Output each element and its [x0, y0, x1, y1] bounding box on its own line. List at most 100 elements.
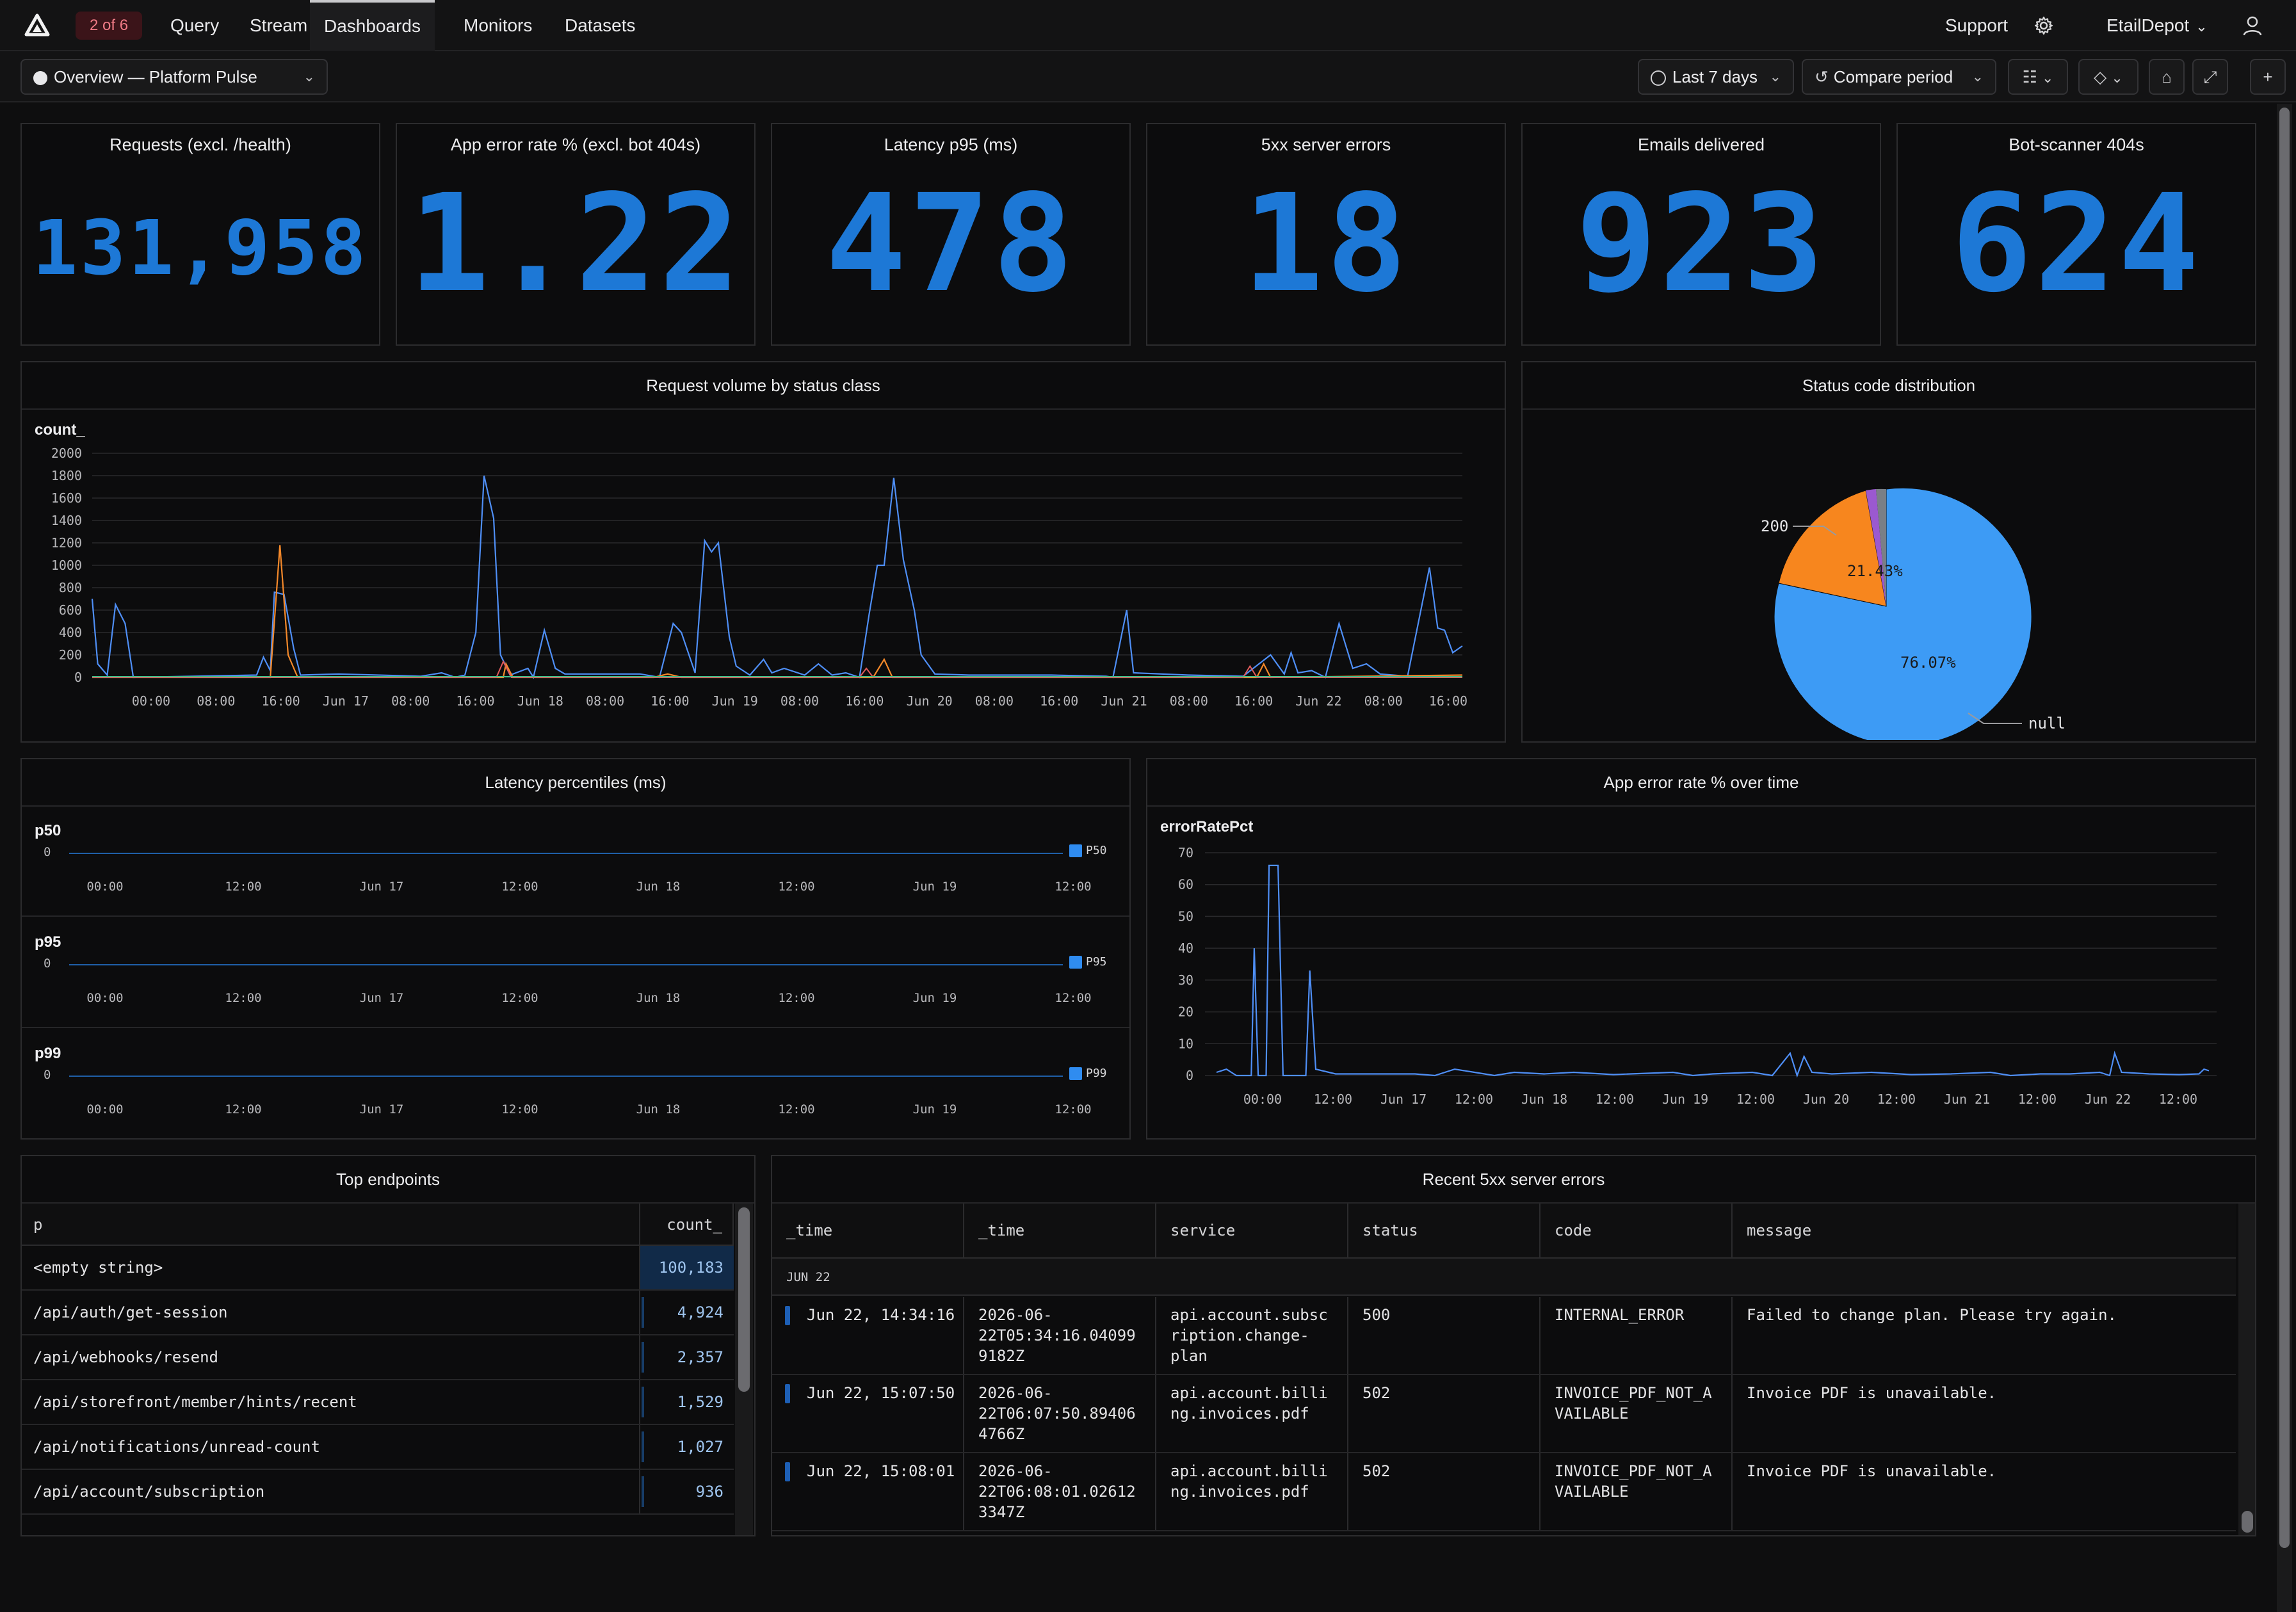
y-axis-label: errorRatePct	[1160, 818, 1254, 835]
y-tick-label: 40	[1178, 940, 1193, 956]
x-tick-label: 08:00	[780, 693, 819, 709]
expand-button[interactable]: ⤢	[2192, 59, 2228, 95]
stat-title: Latency p95 (ms)	[884, 135, 1018, 154]
support-link[interactable]: Support	[1945, 15, 2009, 35]
status-pie-chart[interactable]: 21.43% 76.07% 200 null	[1523, 410, 2255, 740]
table-header: _time _time service status code message	[772, 1204, 2236, 1259]
cell-line: ng.invoices.pdf	[1170, 1483, 1309, 1501]
x-tick-label: 12:00	[501, 880, 538, 894]
table-scrollbar-thumb[interactable]	[738, 1207, 750, 1392]
x-tick-label: 12:00	[778, 991, 815, 1005]
dashboard-selector[interactable]: Overview — Platform Pulse ⌄	[20, 59, 328, 95]
error-rate-panel: App error rate % over time errorRatePct …	[1146, 758, 2256, 1140]
page-counter-badge[interactable]: 2 of 6	[76, 12, 143, 40]
org-switcher[interactable]: EtailDepot ⌄	[2106, 0, 2208, 51]
x-tick-label: Jun 19	[912, 1102, 957, 1116]
column-header-status-3[interactable]: status	[1348, 1204, 1540, 1257]
series-line[interactable]	[69, 1076, 1063, 1077]
legend-label: P95	[1086, 955, 1107, 969]
x-tick-label: Jun 18	[636, 991, 681, 1005]
series-line[interactable]	[69, 964, 1063, 965]
nav-monitors[interactable]: Monitors	[464, 15, 533, 35]
table-row[interactable]: /api/storefront/member/hints/recent 1,529	[22, 1380, 734, 1425]
table-row[interactable]: /api/webhooks/resend 2,357	[22, 1335, 734, 1380]
request-volume-chart[interactable]: 200018001600140012001000800600400200000:…	[22, 439, 1505, 740]
x-tick-label: Jun 20	[906, 693, 952, 709]
panel-title: Top endpoints	[336, 1170, 440, 1189]
pie-pct-200: 21.43%	[1847, 562, 1903, 580]
legend-swatch	[1069, 1067, 1082, 1080]
series-line[interactable]	[69, 853, 1063, 854]
table-scrollbar[interactable]	[2238, 1204, 2255, 1535]
legend-item[interactable]: P99	[1069, 1067, 1107, 1080]
user-profile-icon[interactable]	[2241, 14, 2264, 37]
x-tick-label: 12:00	[1455, 1092, 1493, 1107]
pie-slice-200	[1778, 490, 1887, 607]
annotations-button[interactable]: ◇ ⌄	[2078, 59, 2138, 95]
x-tick-label: Jun 17	[359, 1102, 404, 1116]
x-tick-label: 12:00	[225, 880, 262, 894]
x-tick-label: Jun 19	[1662, 1092, 1708, 1107]
column-header-service-2[interactable]: service	[1156, 1204, 1348, 1257]
stat-title: Bot-scanner 404s	[2009, 135, 2144, 154]
cell-line: api.account.billi	[1170, 1462, 1328, 1480]
nav-stream[interactable]: Stream	[250, 15, 308, 35]
column-header-time-1[interactable]: _time	[964, 1204, 1156, 1257]
pie-slice-other-gray	[1876, 488, 1886, 606]
table-row[interactable]: /api/auth/get-session 4,924	[22, 1291, 734, 1335]
column-header-message-5[interactable]: message	[1747, 1221, 1812, 1239]
stat-value: 18	[1242, 165, 1410, 322]
x-tick-label: 16:00	[1040, 693, 1078, 709]
nav-dashboards[interactable]: Dashboards	[310, 0, 435, 51]
y-tick-label: 200	[59, 647, 82, 663]
compare-period-picker[interactable]: ↺ Compare period ⌄	[1802, 59, 1996, 95]
count-bar	[642, 1297, 644, 1328]
column-header-code-4[interactable]: code	[1540, 1204, 1733, 1257]
group-by-button[interactable]: ☷ ⌄	[2008, 59, 2068, 95]
pie-pct-null: 76.07%	[1900, 654, 1956, 672]
nav-datasets[interactable]: Datasets	[565, 15, 636, 35]
table-row[interactable]: Jun 22, 15:07:50 2026-06- 22T06:07:50.8940…	[772, 1375, 2236, 1453]
table-row[interactable]: <empty string> 100,183	[22, 1246, 734, 1291]
pie-label-200: 200	[1761, 517, 1788, 535]
clock-icon	[1651, 70, 1666, 86]
x-tick-label: 08:00	[197, 693, 235, 709]
column-header-p[interactable]: p	[22, 1204, 640, 1246]
column-header-count[interactable]: count_	[640, 1204, 734, 1246]
app-logo-icon[interactable]	[24, 13, 50, 38]
page-scrollbar-thumb[interactable]	[2279, 108, 2290, 1548]
error-rate-chart[interactable]: 70 60 50 40 30 20 10 0 00:00 12:00 Jun 17 12:00 Jun …	[1147, 836, 2255, 1137]
stat-title: Emails delivered	[1637, 135, 1765, 154]
x-tick-label: 08:00	[391, 693, 430, 709]
cell-message: Failed to change plan. Please try again.	[1733, 1297, 2236, 1374]
legend-item[interactable]: P50	[1069, 844, 1107, 857]
table-row[interactable]: /api/notifications/unread-count 1,027	[22, 1425, 734, 1470]
table-row-partial	[22, 1515, 734, 1535]
table-row[interactable]: Jun 22, 15:08:01 2026-06- 22T06:08:01.0261…	[772, 1453, 2236, 1531]
cell-status: 502	[1348, 1375, 1540, 1452]
table-scrollbar-thumb[interactable]	[2242, 1511, 2253, 1533]
x-tick-label: 12:00	[501, 1102, 538, 1116]
series-2xx-line	[91, 475, 1463, 679]
latency-percentiles-panel: Latency percentiles (ms) p50 0 P50 00:00 12:…	[20, 758, 1921, 1140]
legend-item[interactable]: P95	[1069, 955, 1107, 969]
row-label: p95	[35, 933, 61, 951]
add-panel-button[interactable]: +	[2250, 59, 2286, 95]
y-tick-label: 20	[1178, 1004, 1193, 1020]
column-header-time-0[interactable]: _time	[772, 1204, 964, 1257]
pie-leader-null	[1968, 713, 2022, 724]
y-tick-label: 1600	[51, 490, 82, 506]
time-range-picker[interactable]: Last 7 days ⌄	[1638, 59, 1794, 95]
cell-line: Jun 22, 15:08:01	[807, 1462, 955, 1480]
history-icon: ↺	[1815, 67, 1829, 86]
table-row[interactable]: /api/account/subscription 936	[22, 1470, 734, 1515]
nav-query[interactable]: Query	[170, 15, 220, 35]
cell-service: api.account.billi ng.invoices.pdf	[1156, 1453, 1348, 1530]
home-button[interactable]: ⌂	[2149, 59, 2185, 95]
table-row[interactable]: Jun 22, 14:34:16 2026-06- 22T05:34:16.0409…	[772, 1297, 2236, 1375]
x-tick-label: Jun 17	[1380, 1092, 1427, 1107]
settings-gear-icon[interactable]	[2033, 15, 2054, 36]
cell-line: ng.invoices.pdf	[1170, 1405, 1309, 1423]
cell-code: INVOICE_PDF_NOT_A VAILABLE	[1540, 1375, 1733, 1452]
cell-line: ription.change-	[1170, 1326, 1309, 1344]
